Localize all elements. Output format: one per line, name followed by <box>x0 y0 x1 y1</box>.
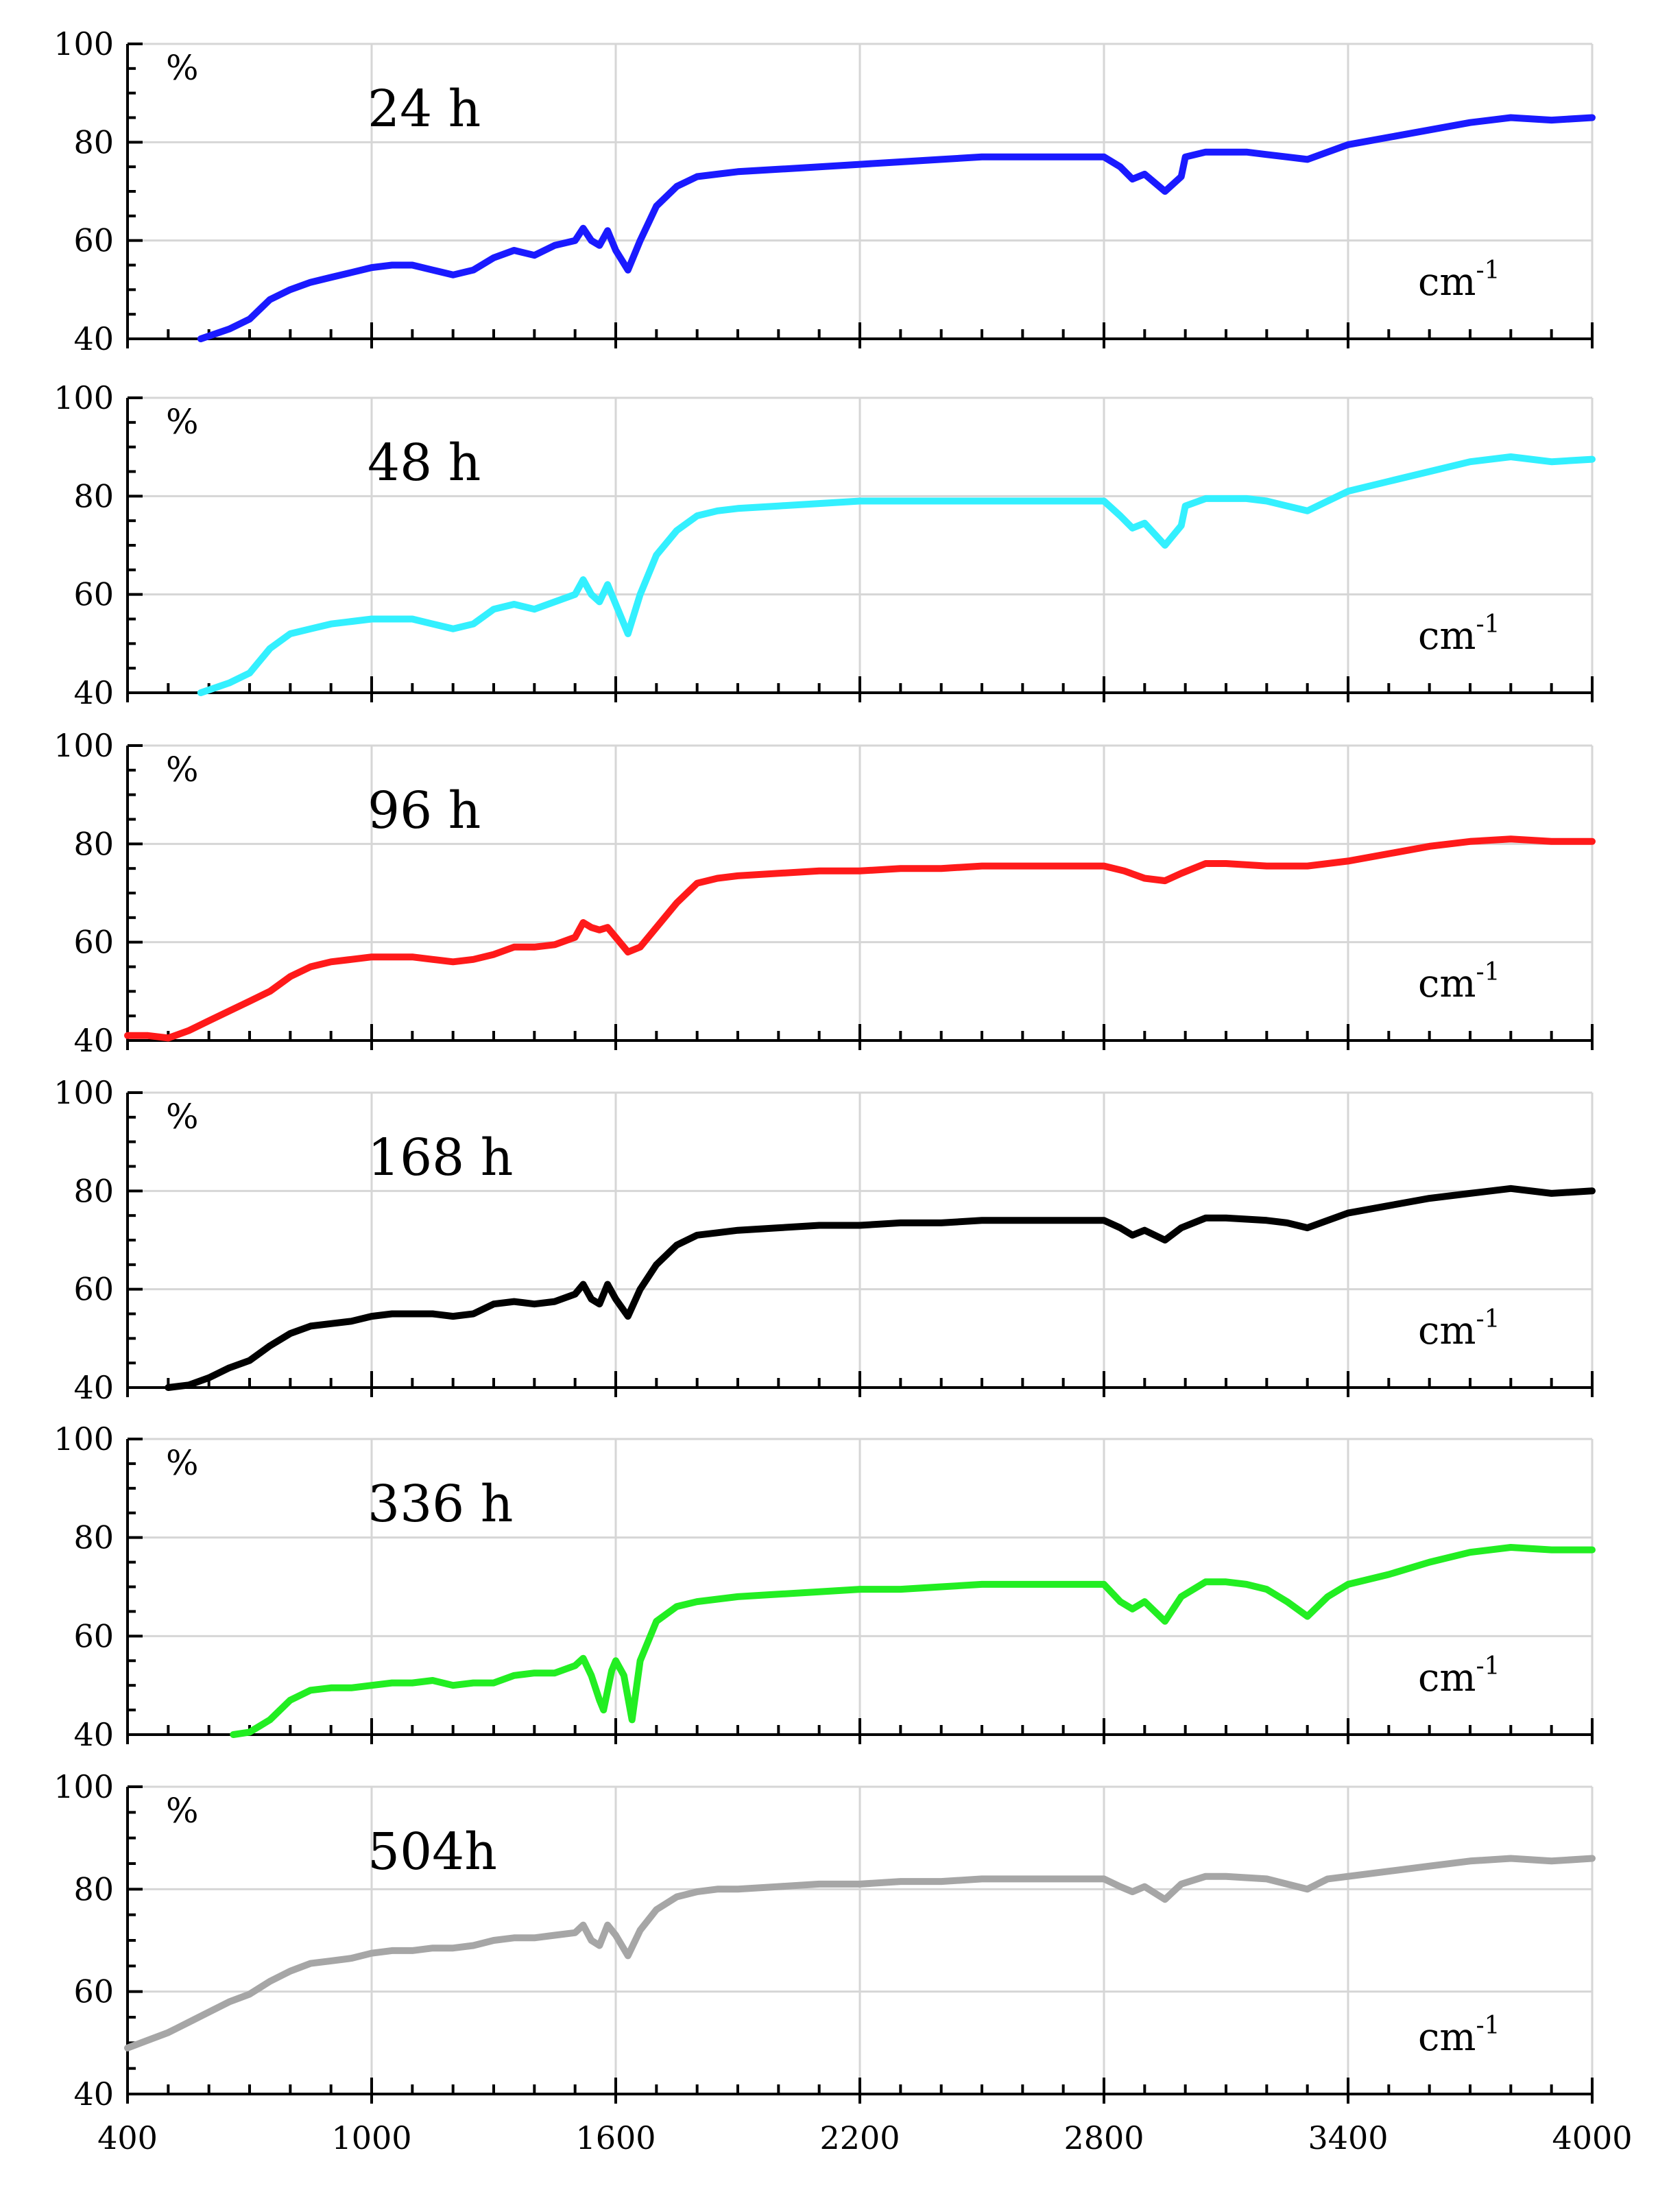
panel-title: 336 h <box>368 1475 513 1534</box>
y-tick-label: 100 <box>53 379 114 416</box>
series-line <box>165 1185 1596 1391</box>
y-tick-label: 40 <box>73 1369 114 1406</box>
y-tick-label: 100 <box>53 727 114 764</box>
x-tick-label: 4000 <box>1552 2119 1632 2156</box>
y-tick-label: 60 <box>73 1973 114 2010</box>
x-unit-label: cm-1 <box>1418 257 1500 305</box>
y-tick-label: 60 <box>73 222 114 259</box>
panel-title: 168 h <box>368 1128 513 1187</box>
y-unit-label: % <box>166 48 199 88</box>
series-line <box>197 453 1596 696</box>
y-tick-label: 80 <box>73 1172 114 1209</box>
series-line <box>230 1544 1596 1738</box>
y-unit-label: % <box>166 1443 199 1483</box>
y-tick-label: 40 <box>73 1022 114 1059</box>
x-tick-label: 2800 <box>1064 2119 1144 2156</box>
panel-4: 40 60 80 100% 168 h cm-1 <box>53 1074 1596 1406</box>
y-tick-label: 40 <box>73 1716 114 1753</box>
x-tick-label: 3400 <box>1308 2119 1388 2156</box>
series-line <box>197 114 1596 342</box>
x-unit-label: cm-1 <box>1418 610 1500 658</box>
panel-3: 40 60 80 100% 96 h cm-1 <box>53 727 1596 1059</box>
series-line <box>124 1855 1596 2052</box>
x-unit-label: cm-1 <box>1418 1652 1500 1700</box>
y-unit-label: % <box>166 1097 199 1137</box>
y-tick-label: 80 <box>73 1519 114 1556</box>
y-tick-label: 40 <box>73 320 114 357</box>
y-tick-label: 60 <box>73 1617 114 1654</box>
y-tick-label: 100 <box>53 25 114 62</box>
x-tick-label: 1000 <box>331 2119 411 2156</box>
y-unit-label: % <box>166 1791 199 1831</box>
y-tick-label: 100 <box>53 1420 114 1458</box>
panel-5: 40 60 80 100% 336 h cm-1 <box>53 1420 1596 1753</box>
y-tick-label: 80 <box>73 825 114 862</box>
y-unit-label: % <box>166 402 199 442</box>
x-tick-label: 400 <box>97 2119 158 2156</box>
y-tick-label: 60 <box>73 576 114 613</box>
panel-1: 40 60 80 100% 24 h cm-1 <box>53 25 1596 357</box>
y-tick-label: 100 <box>53 1768 114 1805</box>
panel-6: 40 60 80 100% 504h cm-1 <box>53 1768 1596 2113</box>
x-tick-label: 1600 <box>575 2119 656 2156</box>
y-tick-label: 60 <box>73 924 114 961</box>
panel-title: 504h <box>368 1822 497 1881</box>
x-tick-label: 2200 <box>819 2119 900 2156</box>
y-tick-label: 40 <box>73 674 114 711</box>
y-unit-label: % <box>166 750 199 789</box>
y-tick-label: 80 <box>73 1870 114 1907</box>
panel-title: 24 h <box>368 80 481 139</box>
y-tick-label: 40 <box>73 2076 114 2113</box>
panel-title: 48 h <box>368 433 481 492</box>
y-tick-label: 80 <box>73 477 114 514</box>
x-unit-label: cm-1 <box>1418 2012 1500 2060</box>
y-tick-label: 100 <box>53 1074 114 1111</box>
y-tick-label: 80 <box>73 123 114 160</box>
panel-title: 96 h <box>368 781 481 840</box>
panel-2: 40 60 80 100% 48 h cm-1 <box>53 379 1596 711</box>
x-unit-label: cm-1 <box>1418 1305 1500 1353</box>
x-unit-label: cm-1 <box>1418 958 1500 1006</box>
y-tick-label: 60 <box>73 1271 114 1308</box>
series-line <box>124 835 1596 1042</box>
